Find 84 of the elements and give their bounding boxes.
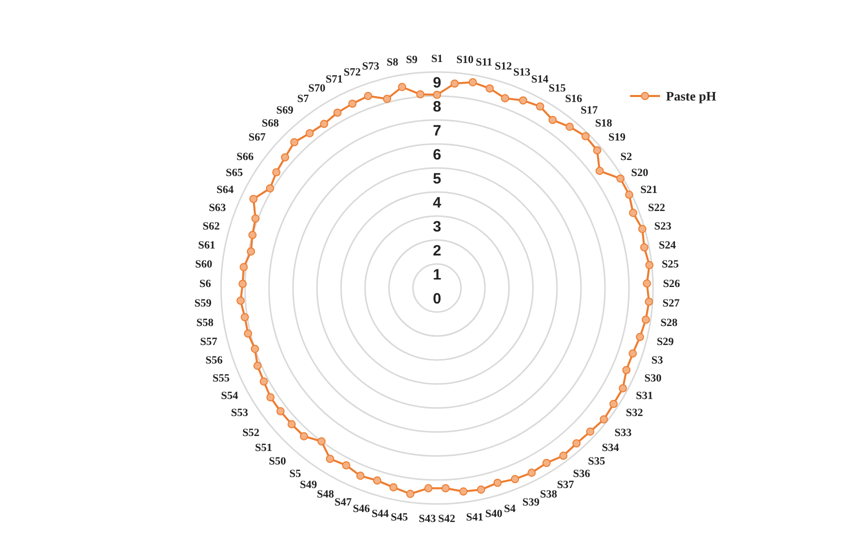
spoke-label: S57	[200, 336, 218, 348]
spoke-label: S26	[662, 278, 681, 290]
spoke-label: S60	[195, 258, 213, 271]
spoke-label: S8	[386, 56, 399, 68]
y-tick-label: 4	[432, 194, 442, 212]
spoke-label: S25	[662, 258, 680, 271]
spoke-label: S51	[254, 442, 272, 454]
spoke-label: S37	[556, 478, 575, 491]
spoke-label: S46	[352, 503, 370, 516]
spoke-label: S2	[620, 150, 633, 163]
spoke-label: S10	[456, 54, 474, 66]
y-tick-label: 1	[432, 266, 442, 284]
spoke-label: S34	[602, 442, 620, 454]
spoke-label: S13	[513, 66, 531, 78]
spoke-label: S64	[216, 184, 234, 196]
y-tick-label: 6	[432, 146, 442, 164]
y-tick-label: 2	[432, 242, 442, 260]
spoke-label: S67	[248, 132, 266, 144]
spoke-label: S28	[660, 316, 678, 329]
spoke-label: S32	[626, 406, 644, 419]
spoke-label: S68	[262, 117, 280, 130]
spoke-label: S71	[326, 74, 343, 86]
spoke-label: S73	[362, 60, 380, 72]
spoke-label: S40	[485, 508, 503, 520]
spoke-label: S21	[640, 184, 658, 196]
spoke-label: S22	[648, 202, 666, 214]
y-tick-label: 7	[432, 122, 442, 140]
legend-label: Paste pH	[666, 88, 716, 104]
spoke-label: S66	[236, 150, 254, 163]
spoke-label: S31	[636, 390, 654, 402]
spoke-label: S44	[372, 508, 390, 520]
spoke-label: S70	[308, 82, 326, 94]
spoke-label: S18	[595, 117, 613, 130]
spoke-label: S38	[540, 488, 558, 500]
spoke-label: S20	[631, 167, 649, 180]
spoke-label: S42	[438, 513, 456, 526]
spoke-label: S19	[608, 132, 626, 144]
spoke-label: S1	[431, 53, 443, 65]
spoke-label: S36	[572, 468, 591, 480]
spoke-label: S23	[654, 220, 672, 232]
spoke-label: S65	[226, 167, 244, 180]
spoke-label: S5	[289, 468, 302, 480]
spoke-label: S53	[230, 406, 249, 419]
spoke-label: S33	[614, 427, 632, 440]
spoke-label: S29	[656, 336, 674, 348]
spoke-label: S6	[199, 278, 212, 290]
spoke-label: S7	[297, 92, 310, 105]
spoke-label: S43	[418, 513, 436, 526]
spoke-label: S16	[565, 92, 583, 105]
spoke-label: S59	[194, 297, 212, 310]
spoke-label: S49	[300, 478, 318, 491]
spoke-label: S14	[531, 74, 549, 86]
spoke-label: S52	[242, 427, 260, 440]
spoke-label: S56	[206, 354, 224, 367]
spoke-label: S11	[476, 56, 492, 68]
spoke-label: S30	[644, 372, 662, 385]
spoke-label: S9	[406, 54, 418, 66]
spoke-label: S69	[276, 104, 294, 116]
y-tick-label: 5	[432, 170, 442, 188]
y-tick-label: 3	[432, 218, 442, 236]
spoke-label: S50	[268, 455, 287, 468]
spoke-label: S63	[208, 202, 226, 214]
spoke-label: S15	[548, 82, 566, 94]
spoke-label: S54	[220, 390, 239, 402]
y-tick-label: 0	[432, 290, 442, 308]
spoke-label: S3	[651, 354, 664, 367]
spoke-label: S72	[344, 66, 362, 78]
spoke-label: S45	[390, 511, 408, 524]
y-tick-label: 9	[432, 74, 442, 92]
spoke-label: S35	[588, 455, 606, 468]
spoke-label: S27	[662, 297, 680, 310]
spoke-label: S48	[316, 488, 334, 500]
spoke-label: S62	[202, 220, 220, 232]
spoke-label: S12	[494, 60, 512, 72]
spoke-label: S17	[580, 104, 598, 116]
spoke-label: S58	[196, 316, 214, 329]
spoke-label: S41	[466, 511, 484, 524]
spoke-label: S24	[658, 239, 676, 252]
spoke-label: S55	[212, 372, 230, 385]
spoke-label: S4	[504, 503, 516, 516]
spoke-label: S39	[522, 496, 540, 509]
y-tick-label: 8	[432, 98, 442, 116]
spoke-label: S47	[334, 496, 352, 509]
spoke-label: S61	[198, 239, 216, 252]
